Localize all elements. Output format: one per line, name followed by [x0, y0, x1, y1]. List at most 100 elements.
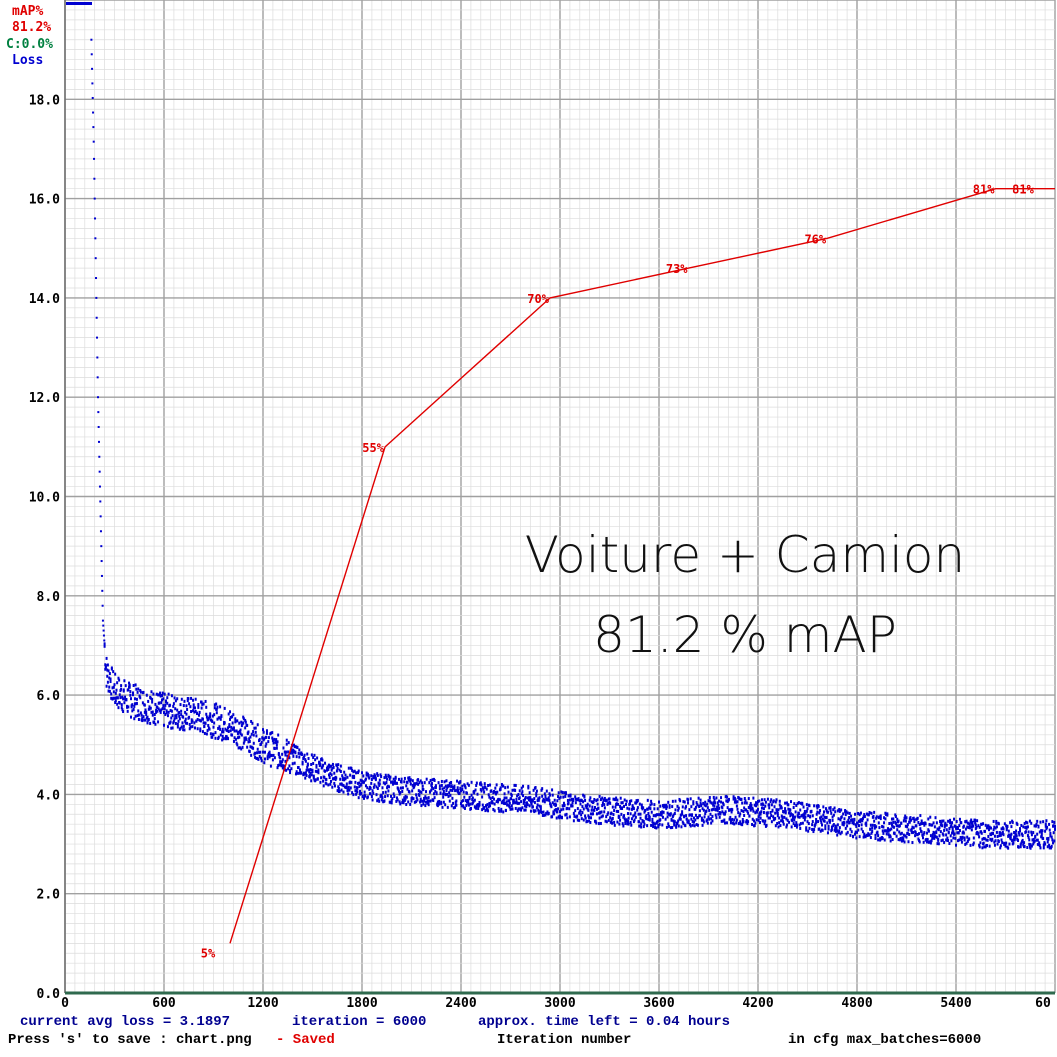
- y-tick-label: 0.0: [37, 987, 61, 1002]
- loss-point: [357, 769, 360, 773]
- loss-point: [415, 793, 418, 797]
- loss-point: [931, 833, 934, 837]
- loss-point: [306, 763, 309, 767]
- loss-point: [194, 709, 197, 713]
- loss-point: [424, 795, 427, 799]
- loss-point: [125, 698, 128, 702]
- loss-point: [411, 783, 414, 787]
- loss-point: [862, 835, 865, 839]
- loss-point: [877, 834, 880, 838]
- loss-point: [495, 783, 498, 787]
- loss-point: [597, 822, 600, 826]
- loss-point: [889, 839, 892, 843]
- loss-point: [873, 819, 876, 823]
- loss-point: [230, 715, 233, 719]
- loss-point: [305, 773, 308, 777]
- loss-point: [418, 781, 421, 785]
- loss-point: [188, 727, 191, 731]
- loss-point: [394, 779, 396, 783]
- loss-point: [321, 758, 324, 762]
- loss-point: [759, 812, 762, 816]
- loss-point: [377, 797, 380, 801]
- loss-point: [637, 812, 640, 816]
- loss-point: [387, 789, 390, 793]
- loss-point: [636, 808, 639, 812]
- loss-point: [307, 768, 310, 772]
- loss-point: [167, 710, 170, 714]
- loss-point: [902, 837, 905, 841]
- loss-point: [275, 741, 278, 745]
- loss-point: [949, 834, 952, 838]
- loss-point: [451, 796, 454, 800]
- loss-point: [786, 818, 789, 822]
- loss-point: [296, 745, 299, 749]
- loss-point: [987, 835, 990, 839]
- loss-point: [818, 827, 821, 831]
- loss-point: [510, 793, 513, 797]
- loss-point: [1048, 843, 1051, 847]
- loss-point: [400, 780, 403, 784]
- loss-point: [214, 736, 217, 740]
- loss-point: [418, 793, 421, 797]
- loss-point: [543, 800, 546, 804]
- loss-point: [114, 700, 117, 704]
- loss-point: [574, 801, 577, 805]
- loss-point: [595, 807, 598, 811]
- loss-point: [547, 796, 550, 800]
- loss-point: [502, 810, 505, 814]
- loss-point: [467, 800, 470, 804]
- loss-point: [91, 67, 94, 70]
- loss-point: [673, 820, 676, 824]
- loss-point: [475, 806, 478, 810]
- loss-point: [694, 813, 697, 817]
- loss-point: [706, 818, 709, 822]
- loss-point: [927, 840, 930, 844]
- loss-point: [297, 751, 300, 755]
- loss-point: [866, 833, 869, 837]
- loss-point: [465, 800, 468, 804]
- loss-point: [846, 824, 849, 828]
- loss-point: [498, 809, 501, 813]
- loss-point: [618, 822, 621, 826]
- loss-point: [834, 826, 837, 830]
- loss-point: [333, 781, 336, 785]
- loss-point: [382, 791, 385, 795]
- loss-point: [419, 797, 422, 801]
- loss-point: [621, 801, 624, 805]
- loss-point: [1005, 828, 1008, 832]
- loss-point: [977, 824, 980, 828]
- loss-point: [908, 820, 911, 824]
- loss-point: [718, 815, 721, 819]
- loss-point: [350, 766, 353, 770]
- loss-point: [415, 781, 418, 785]
- loss-point: [978, 825, 981, 829]
- loss-point: [931, 835, 934, 839]
- loss-point: [673, 823, 676, 827]
- loss-point: [909, 816, 912, 820]
- loss-point: [610, 811, 613, 815]
- loss-point: [362, 796, 365, 800]
- loss-point: [238, 746, 241, 750]
- loss-point: [674, 808, 677, 812]
- loss-point: [422, 802, 425, 806]
- loss-point: [1029, 846, 1032, 850]
- loss-point: [1054, 827, 1056, 831]
- loss-point: [955, 820, 958, 824]
- loss-point: [1001, 831, 1004, 835]
- loss-point: [946, 836, 949, 840]
- loss-point: [341, 783, 344, 787]
- loss-point: [1019, 829, 1022, 833]
- loss-point: [1026, 845, 1029, 849]
- loss-point: [1052, 824, 1055, 828]
- loss-point: [619, 818, 622, 822]
- loss-point: [497, 797, 500, 801]
- loss-point: [664, 817, 667, 821]
- loss-point: [147, 699, 150, 703]
- loss-point: [735, 804, 738, 808]
- loss-point: [886, 812, 889, 816]
- loss-point: [943, 825, 946, 829]
- loss-point: [660, 813, 663, 817]
- loss-point: [531, 799, 534, 803]
- loss-point: [984, 829, 987, 833]
- loss-point: [848, 820, 851, 824]
